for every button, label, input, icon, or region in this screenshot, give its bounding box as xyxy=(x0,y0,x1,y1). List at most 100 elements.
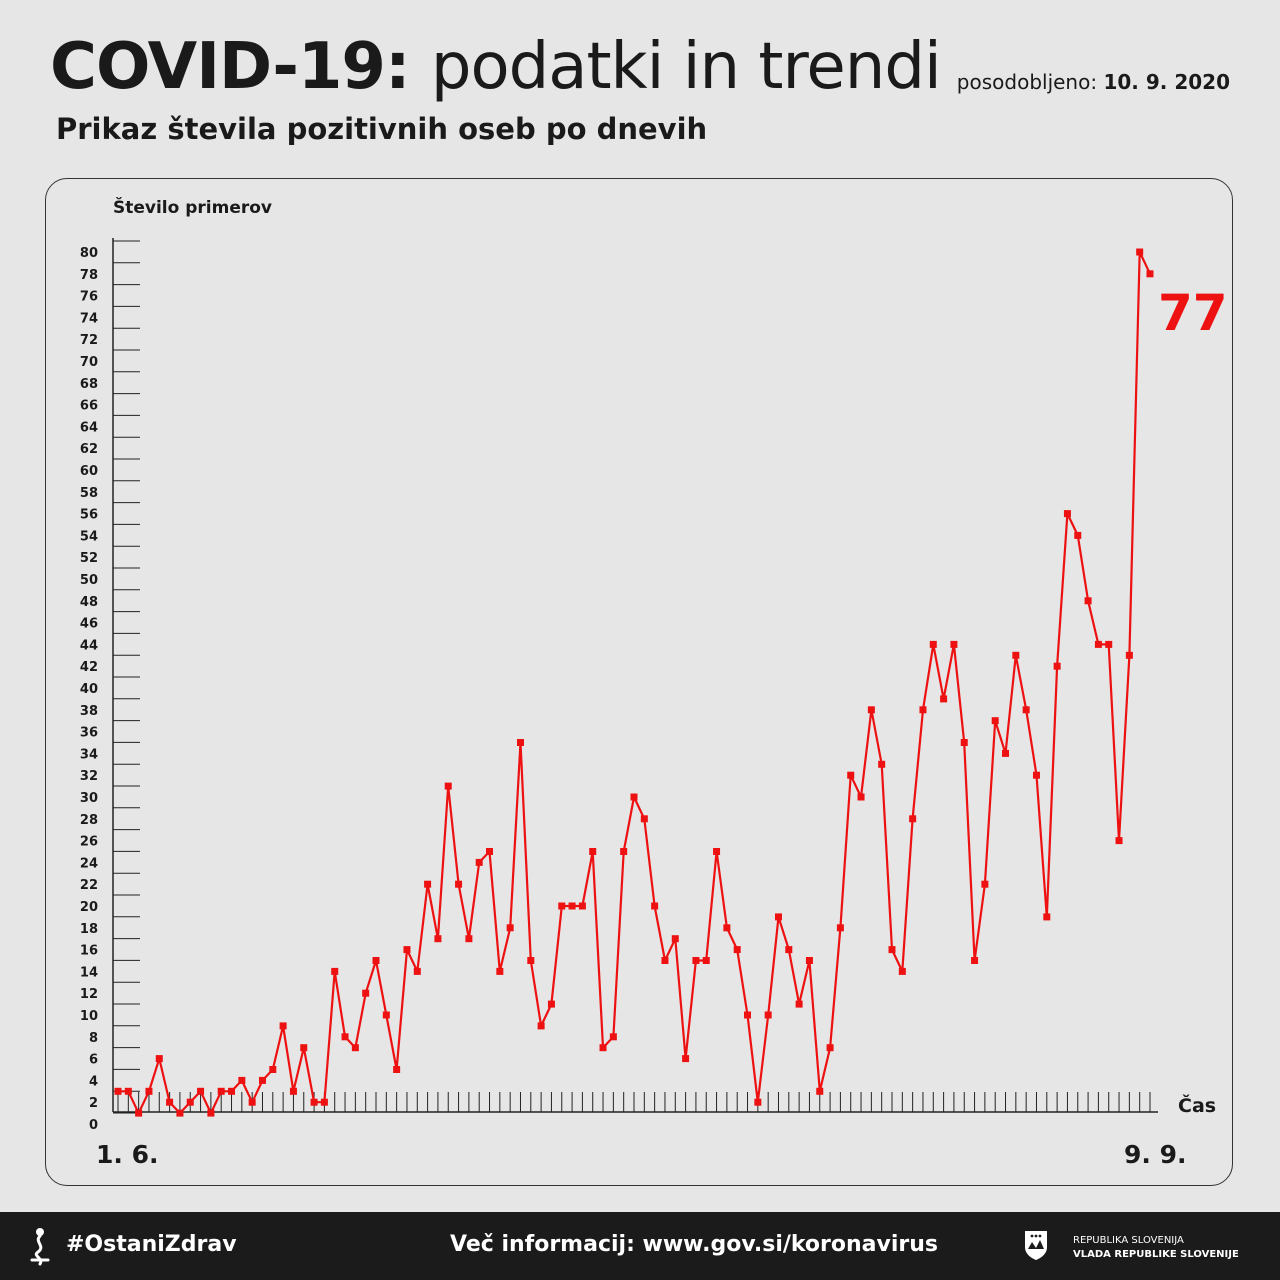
y-tick-label: 4 xyxy=(89,1074,98,1089)
data-point xyxy=(1125,651,1133,659)
mascot-icon xyxy=(30,1228,50,1266)
y-tick-label: 30 xyxy=(80,791,98,806)
data-point xyxy=(1136,248,1144,256)
data-point xyxy=(424,880,432,888)
data-point xyxy=(578,902,586,910)
y-tick-label: 76 xyxy=(80,290,98,305)
y-tick-label: 12 xyxy=(80,987,98,1002)
y-tick-label: 60 xyxy=(80,464,98,479)
data-point xyxy=(744,1011,752,1019)
y-tick-label: 18 xyxy=(80,922,98,937)
data-point xyxy=(289,1087,297,1095)
y-tick-label: 54 xyxy=(80,529,98,544)
y-tick-label: 80 xyxy=(80,246,98,261)
y-tick-label: 50 xyxy=(80,573,98,588)
y-tick-label: 0 xyxy=(89,1118,98,1133)
gov-line-2: VLADA REPUBLIKE SLOVENIJE xyxy=(1073,1249,1239,1260)
data-point xyxy=(1146,270,1154,278)
more-info-link[interactable]: Več informacij: www.gov.si/koronavirus xyxy=(450,1232,939,1257)
data-point xyxy=(1022,706,1030,714)
data-point xyxy=(816,1087,824,1095)
data-point xyxy=(269,1066,277,1073)
data-point xyxy=(547,1000,555,1008)
data-point xyxy=(1053,662,1061,670)
data-point xyxy=(465,935,473,943)
data-point xyxy=(362,989,370,997)
data-point xyxy=(733,946,741,954)
data-point xyxy=(671,935,679,943)
y-tick-label: 16 xyxy=(80,944,98,959)
y-tick-label: 48 xyxy=(80,595,98,610)
updated-label: posodobljeno: xyxy=(956,70,1098,94)
data-point xyxy=(960,739,968,746)
y-tick-label: 56 xyxy=(80,508,98,523)
data-point xyxy=(331,967,339,975)
data-point xyxy=(486,848,494,855)
data-point xyxy=(568,902,576,910)
y-tick-label: 28 xyxy=(80,813,98,828)
data-point xyxy=(878,760,886,768)
x-axis-label: Čas xyxy=(1178,1093,1216,1117)
data-point xyxy=(754,1098,762,1106)
y-tick-label: 34 xyxy=(80,747,98,762)
data-point xyxy=(713,848,721,855)
data-point xyxy=(537,1022,545,1030)
data-point xyxy=(774,913,782,921)
y-tick-label: 66 xyxy=(80,399,98,414)
line-chart: 0246810121416182022242628303234363840424… xyxy=(80,238,1228,1169)
updated-date: 10. 9. 2020 xyxy=(1103,70,1230,94)
y-tick-label: 10 xyxy=(80,1009,98,1024)
data-point xyxy=(413,967,421,975)
data-point xyxy=(217,1087,225,1095)
data-point xyxy=(135,1109,143,1117)
data-point xyxy=(609,1033,617,1041)
data-point xyxy=(836,924,844,932)
x-end-label: 9. 9. xyxy=(1124,1140,1187,1169)
data-point xyxy=(124,1087,132,1095)
data-point xyxy=(682,1055,690,1063)
data-point xyxy=(475,858,483,866)
data-point xyxy=(1043,913,1051,921)
data-point xyxy=(826,1044,834,1052)
data-point xyxy=(166,1098,174,1106)
data-point xyxy=(971,957,979,964)
data-point xyxy=(867,706,875,714)
data-point xyxy=(228,1087,236,1095)
x-axis xyxy=(113,1092,1158,1113)
data-point xyxy=(1105,640,1113,648)
y-tick-label: 14 xyxy=(80,965,98,980)
data-point xyxy=(857,793,865,801)
data-point xyxy=(176,1109,184,1117)
title-light: podatki in trendi xyxy=(430,30,942,104)
data-point xyxy=(197,1087,205,1095)
data-point xyxy=(403,946,411,954)
series-line xyxy=(114,248,1154,1117)
data-point xyxy=(516,739,524,746)
government-label: REPUBLIKA SLOVENIJA VLADA REPUBLIKE SLOV… xyxy=(1073,1234,1239,1262)
data-point xyxy=(1032,771,1040,779)
y-tick-label: 24 xyxy=(80,856,98,871)
data-point xyxy=(114,1087,122,1095)
data-point xyxy=(186,1098,194,1106)
data-point xyxy=(1084,597,1092,605)
y-tick-label: 62 xyxy=(80,442,98,457)
data-point xyxy=(981,880,989,888)
chart-panel xyxy=(45,178,1233,1186)
data-point xyxy=(1063,510,1071,518)
x-start-label: 1. 6. xyxy=(96,1140,159,1169)
data-point xyxy=(940,695,948,703)
data-point xyxy=(785,946,793,954)
data-point xyxy=(506,924,514,932)
data-point xyxy=(630,793,638,801)
data-point xyxy=(455,880,463,888)
data-point xyxy=(909,815,917,823)
data-point xyxy=(341,1033,349,1041)
y-tick-label: 20 xyxy=(80,900,98,915)
data-point xyxy=(248,1098,256,1106)
y-tick-label: 38 xyxy=(80,704,98,719)
y-tick-label: 64 xyxy=(80,420,98,435)
gov-line-1: REPUBLIKA SLOVENIJA xyxy=(1073,1235,1184,1246)
hashtag: #OstaniZdrav xyxy=(66,1232,237,1257)
data-point xyxy=(1002,749,1010,757)
page-subtitle: Prikaz števila pozitivnih oseb po dnevih xyxy=(56,112,708,146)
